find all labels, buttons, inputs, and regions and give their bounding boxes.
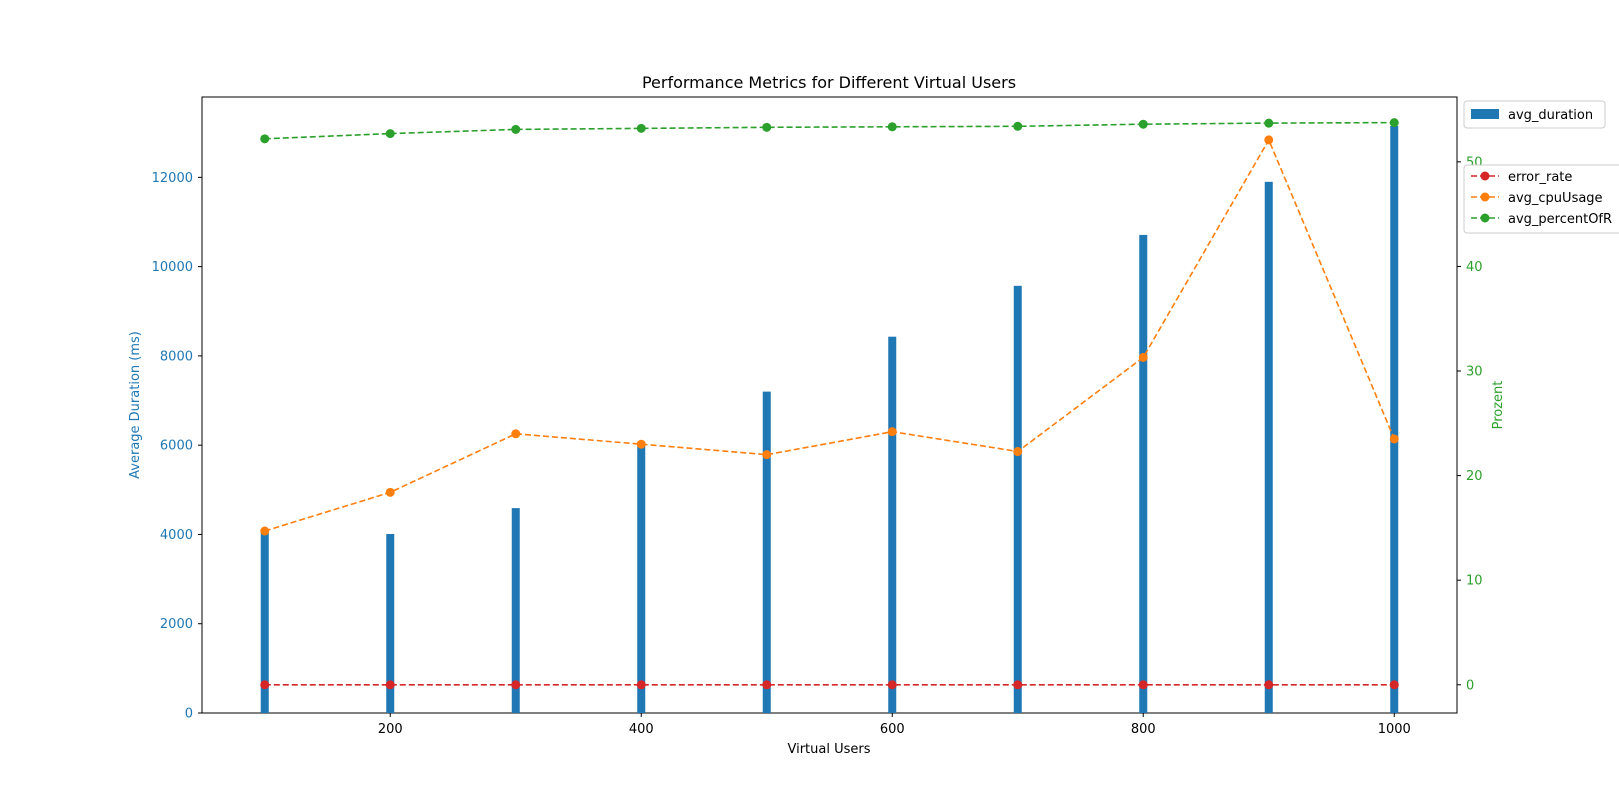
legend-marker-avg_cpuUsage	[1480, 192, 1490, 202]
y-left-tick-label-8000: 8000	[160, 349, 193, 364]
legend-marker-avg_percentOfR	[1480, 213, 1490, 223]
point-avg_cpuUsage-900	[1264, 135, 1274, 145]
axes-layer: 200 400 600 800 1000020004000600080001000012…	[152, 155, 1483, 737]
point-avg_percentOfR-1000	[1389, 118, 1399, 128]
legend-swatch-avg_duration	[1471, 109, 1499, 119]
point-avg_percentOfR-700	[1013, 121, 1023, 131]
lines-layer	[260, 118, 1399, 690]
bar-avg_duration-900	[1264, 181, 1273, 714]
plot-area	[201, 96, 1458, 714]
point-error_rate-100	[260, 680, 270, 690]
x-tick-label-200: 200	[378, 722, 403, 737]
point-avg_cpuUsage-700	[1013, 447, 1023, 457]
bar-avg_duration-400	[637, 442, 646, 713]
point-error_rate-1000	[1389, 680, 1399, 690]
line-avg_cpuUsage	[264, 138, 1396, 532]
point-avg_percentOfR-500	[762, 122, 772, 132]
bar-avg_duration-700	[1013, 285, 1022, 713]
bars-layer	[260, 126, 1399, 714]
legend-marker-error_rate	[1480, 171, 1490, 181]
point-error_rate-600	[887, 680, 897, 690]
point-avg_cpuUsage-300	[511, 429, 521, 439]
y-axis-right-label: Prozent	[1491, 381, 1506, 430]
point-avg_cpuUsage-1000	[1389, 434, 1399, 444]
y-right-tick-label-10: 10	[1466, 574, 1483, 589]
point-avg_cpuUsage-800	[1138, 352, 1148, 362]
bar-avg_duration-200	[386, 534, 395, 713]
point-error_rate-300	[511, 680, 521, 690]
point-avg_cpuUsage-100	[260, 526, 270, 536]
y-axis-left-label: Average Duration (ms)	[128, 331, 143, 479]
bar-avg_duration-800	[1139, 234, 1148, 714]
point-avg_percentOfR-300	[511, 124, 521, 134]
point-error_rate-700	[1013, 680, 1023, 690]
point-error_rate-200	[385, 680, 395, 690]
point-avg_percentOfR-200	[385, 129, 395, 139]
point-avg_cpuUsage-600	[887, 427, 897, 437]
y-right-tick-label-20: 20	[1466, 469, 1483, 484]
bar-avg_duration-1000	[1390, 126, 1399, 713]
point-avg_percentOfR-600	[887, 122, 897, 132]
point-avg_percentOfR-100	[260, 134, 270, 144]
point-avg_percentOfR-900	[1264, 118, 1274, 128]
y-left-tick-label-0: 0	[185, 707, 193, 722]
y-right-tick-label-40: 40	[1466, 260, 1483, 275]
point-error_rate-900	[1264, 680, 1274, 690]
x-tick-label-1000: 1000	[1378, 722, 1411, 737]
legend: avg_duration error_rate avg_cpuUsage avg_pe…	[1463, 100, 1619, 234]
bar-avg_duration-600	[888, 336, 897, 713]
point-error_rate-500	[762, 680, 772, 690]
chart-title: Performance Metrics for Different Virtua…	[642, 73, 1016, 92]
legend-label-error_rate: error_rate	[1508, 170, 1572, 185]
x-tick-label-800: 800	[1131, 722, 1156, 737]
point-error_rate-400	[636, 680, 646, 690]
x-axis-label: Virtual Users	[787, 742, 870, 757]
bar-avg_duration-100	[260, 532, 269, 713]
y-left-tick-label-4000: 4000	[160, 528, 193, 543]
legend-label-avg_cpuUsage: avg_cpuUsage	[1508, 191, 1603, 206]
legend-lines-box	[1463, 164, 1619, 234]
point-avg_percentOfR-400	[636, 123, 646, 133]
x-tick-label-600: 600	[880, 722, 905, 737]
y-right-tick-label-0: 0	[1466, 678, 1474, 693]
point-avg_percentOfR-800	[1138, 119, 1148, 129]
y-left-tick-label-12000: 12000	[152, 171, 193, 186]
line-avg_percentOfR	[264, 121, 1395, 140]
x-tick-label-400: 400	[629, 722, 654, 737]
point-avg_cpuUsage-400	[636, 439, 646, 449]
legend-label-avg_percentOfR: avg_percentOfR	[1508, 212, 1612, 227]
legend-bar-box	[1463, 100, 1606, 129]
legend-label-avg_duration: avg_duration	[1508, 108, 1593, 123]
y-left-tick-label-2000: 2000	[160, 617, 193, 632]
point-error_rate-800	[1138, 680, 1148, 690]
bar-avg_duration-500	[762, 391, 771, 713]
point-avg_cpuUsage-200	[385, 487, 395, 497]
bar-avg_duration-300	[511, 508, 520, 713]
y-left-tick-label-10000: 10000	[152, 260, 193, 275]
y-left-tick-label-6000: 6000	[160, 439, 193, 454]
y-right-tick-label-30: 30	[1466, 365, 1483, 380]
point-avg_cpuUsage-500	[762, 450, 772, 460]
